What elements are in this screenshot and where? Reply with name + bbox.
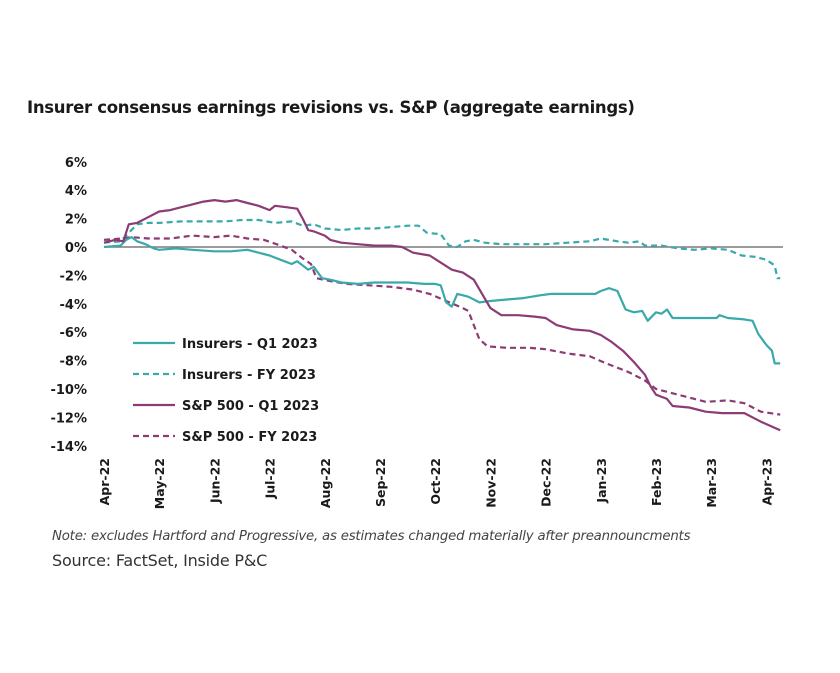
x-tick-label: Apr-22: [97, 458, 112, 505]
x-tick-label: Oct-22: [428, 458, 443, 505]
legend-label: S&P 500 - FY 2023: [182, 430, 317, 445]
x-tick-label: Jan-23: [594, 458, 609, 504]
x-tick-label: Mar-23: [704, 458, 719, 508]
x-tick-label: May-22: [152, 458, 167, 509]
legend-label: Insurers - Q1 2023: [182, 337, 318, 352]
series-line-insurers-fy-2023: [103, 218, 781, 280]
x-tick-label: Nov-22: [483, 458, 498, 508]
y-tick-label: 2%: [65, 213, 87, 228]
y-tick-label: 4%: [65, 184, 87, 199]
y-tick-label: -4%: [60, 298, 87, 313]
x-tick-label: Dec-22: [539, 458, 554, 507]
series-group: [103, 199, 781, 432]
y-tick-label: -10%: [50, 383, 87, 398]
y-tick-label: -14%: [50, 440, 87, 455]
x-tick-label: Feb-23: [649, 458, 664, 506]
chart-source: Source: FactSet, Inside P&C: [52, 551, 268, 570]
y-tick-label: -12%: [50, 411, 87, 426]
x-tick-label: Jul-22: [263, 458, 278, 499]
series-line-s-p-500-q1-2023: [103, 199, 781, 432]
y-axis: 6% 4% 2% 0% -2% -4% -6% -8% -10% -12% -14%: [50, 156, 87, 455]
y-tick-label: 0%: [65, 241, 87, 256]
legend-label: S&P 500 - Q1 2023: [182, 399, 319, 414]
series-line-insurers-q1-2023: [103, 236, 781, 365]
y-tick-label: 6%: [65, 156, 87, 171]
x-tick-label: Apr-23: [759, 458, 774, 505]
legend: Insurers - Q1 2023 Insurers - FY 2023 S&P …: [133, 337, 319, 445]
x-tick-label: Aug-22: [318, 458, 333, 508]
chart-title: Insurer consensus earnings revisions vs.…: [27, 98, 635, 117]
chart-note: Note: excludes Hartford and Progressive,…: [52, 529, 691, 544]
x-tick-label: Jun-22: [207, 458, 222, 504]
y-tick-label: -6%: [60, 326, 87, 341]
y-tick-label: -2%: [60, 269, 87, 284]
x-tick-label: Sep-22: [373, 458, 388, 507]
legend-label: Insurers - FY 2023: [182, 368, 316, 383]
x-axis: Apr-22 May-22 Jun-22 Jul-22 Aug-22 Sep-22 Oct-…: [97, 458, 774, 509]
y-tick-label: -8%: [60, 355, 87, 370]
